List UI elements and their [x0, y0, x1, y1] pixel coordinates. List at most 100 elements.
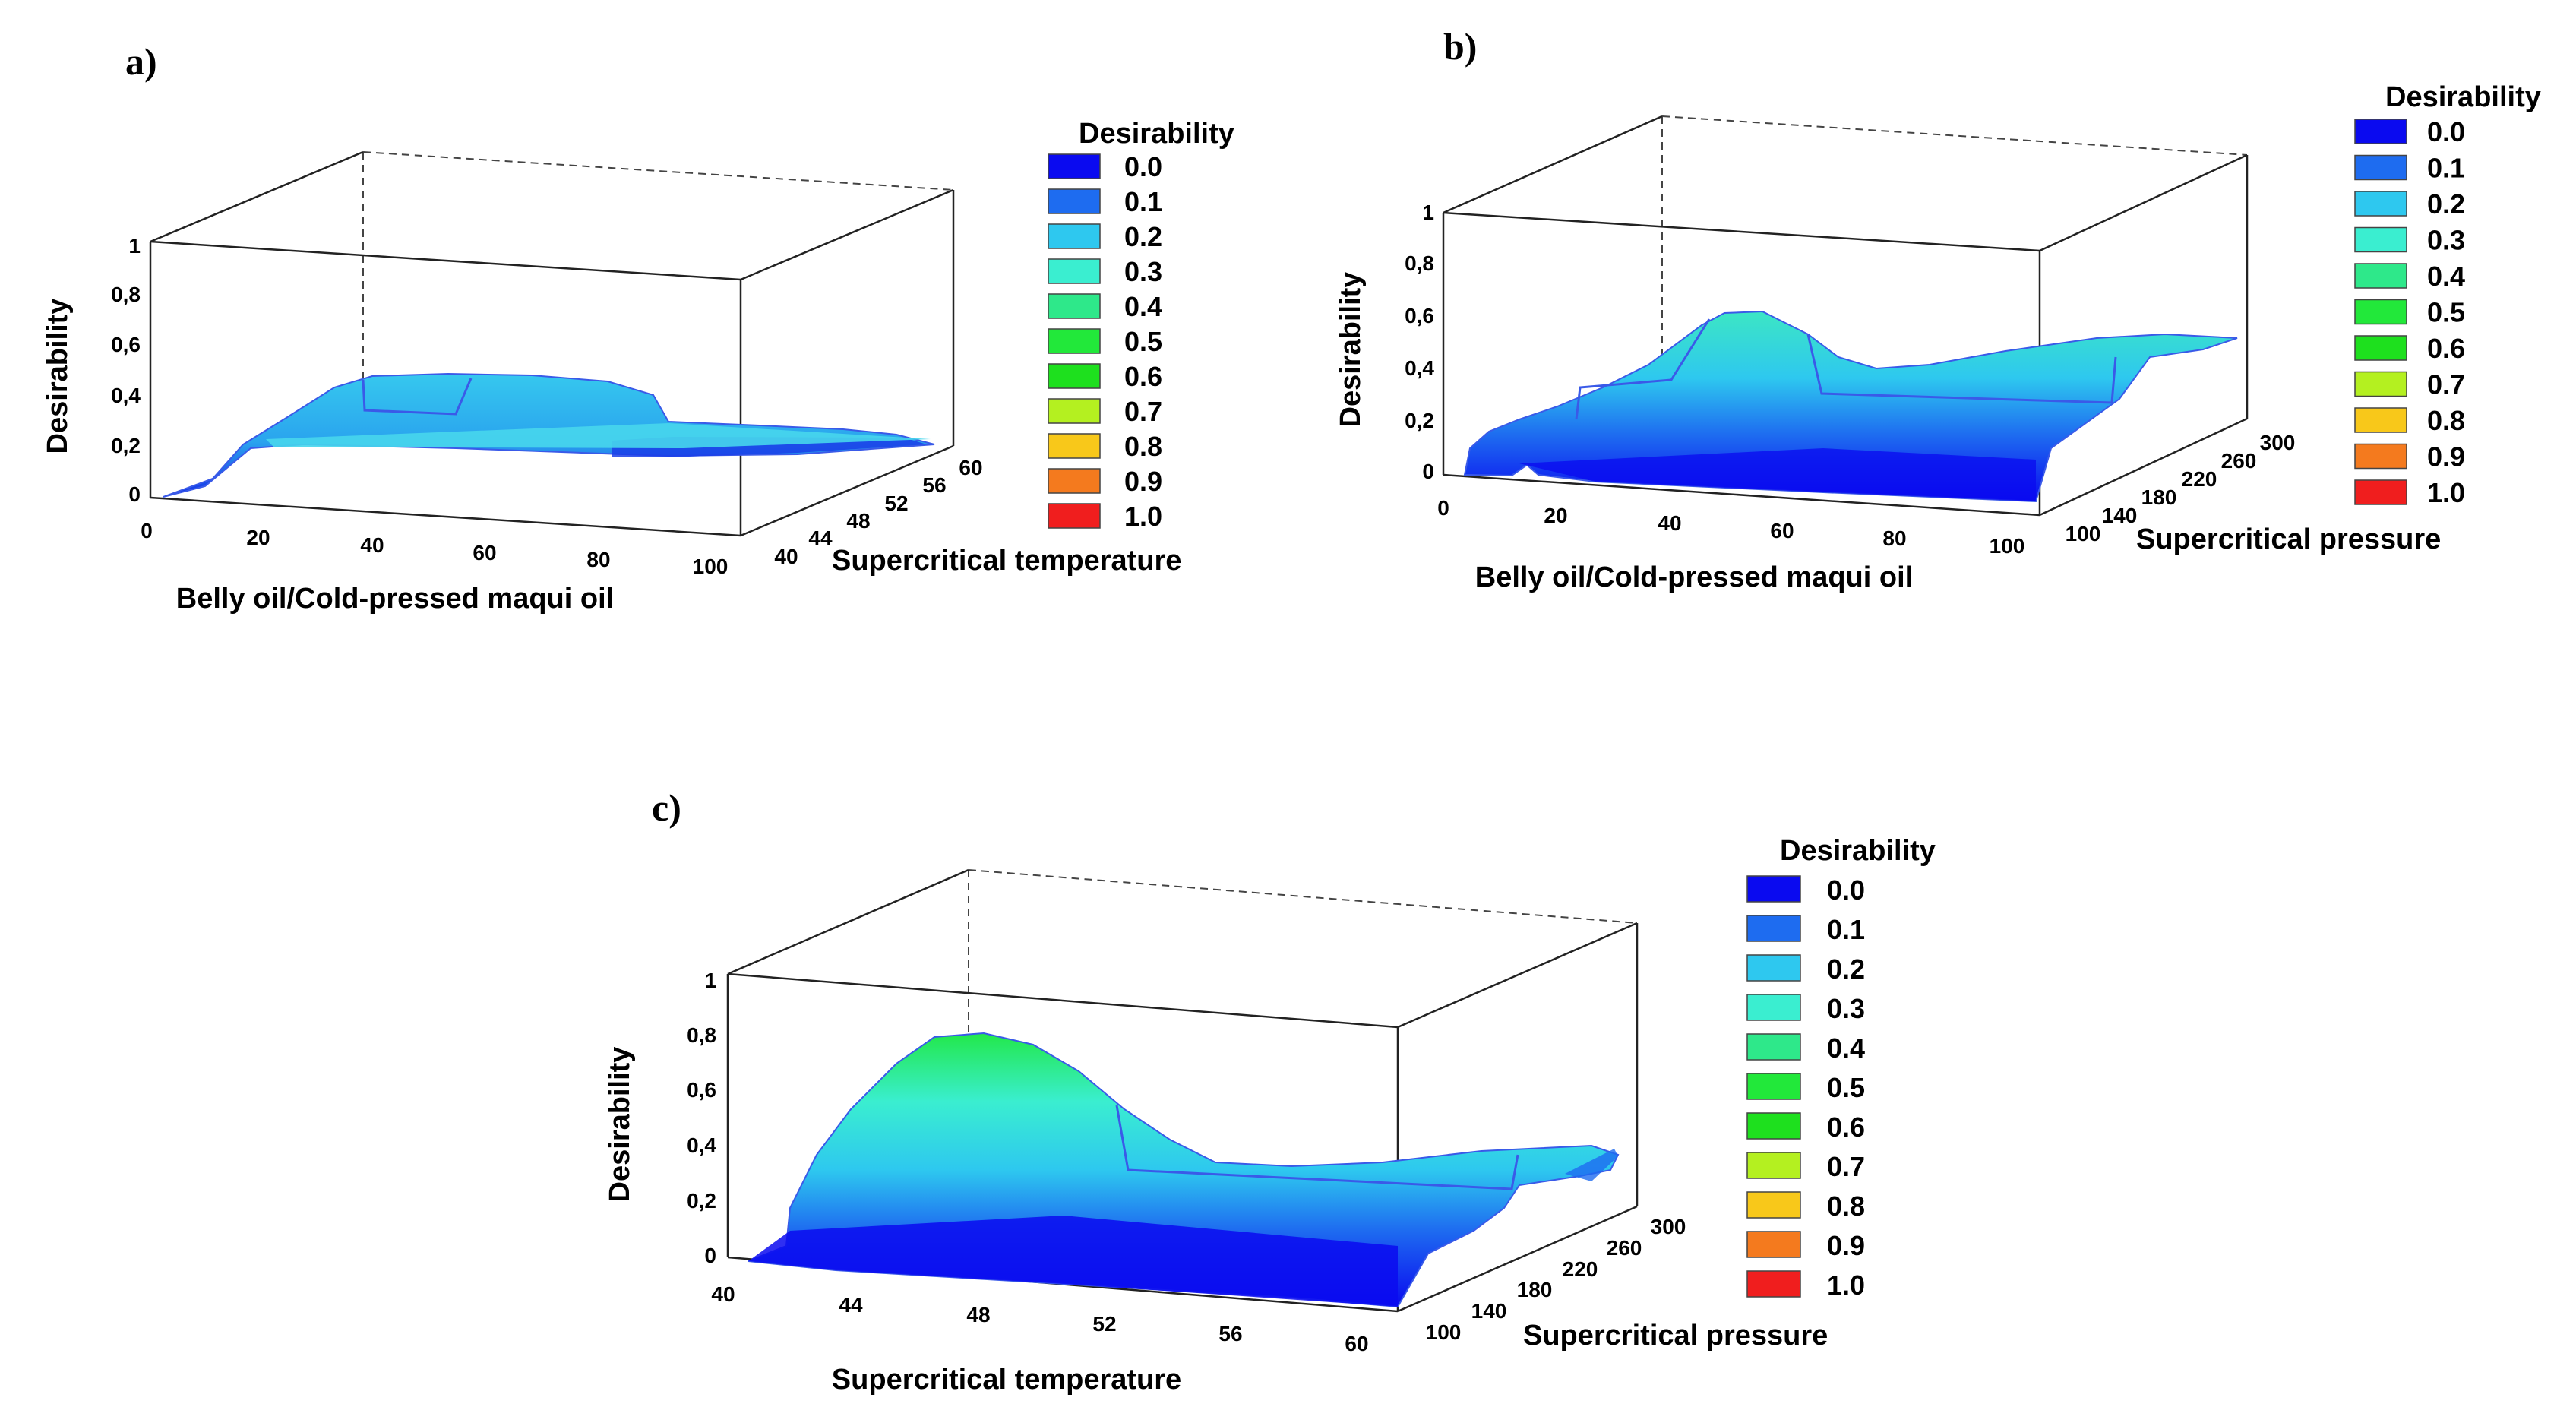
panel-a-z-axis-title: Desirability: [42, 299, 74, 454]
panel-a-y-tick: 60: [959, 456, 982, 479]
panel-c-x-tick: 56: [1218, 1322, 1242, 1345]
legend-swatch: [1746, 1191, 1801, 1219]
panel-b-x-tick: 60: [1770, 519, 1794, 542]
legend-label: 0.5: [1827, 1072, 1865, 1103]
panel-c-x-tick: 44: [839, 1293, 863, 1317]
panel-b-surface: [1463, 310, 2238, 503]
panel-b-y-tick: 100: [2066, 522, 2101, 545]
legend-label: 0.2: [1827, 953, 1865, 985]
panel-a-x-tick: 0: [141, 519, 153, 542]
legend-label: 0.1: [1124, 186, 1162, 217]
panel-b-z-ticks: 0 0,2 0,4 0,6 0,8 1: [1405, 201, 1434, 483]
panel-a-x-tick: 40: [360, 533, 384, 557]
legend-swatch: [1048, 468, 1101, 494]
panel-c-z-ticks: 0 0,2 0,4 0,6 0,8 1: [687, 969, 716, 1267]
legend-swatch: [2354, 371, 2407, 397]
legend-label: 0.0: [1124, 151, 1162, 182]
panel-b-x-tick: 0: [1437, 496, 1449, 520]
panel-c-z-tick: 0: [704, 1244, 716, 1267]
legend-label: 0.9: [2427, 441, 2465, 473]
panel-a-z-tick: 0,2: [111, 434, 141, 457]
panel-a-legend: Desirability 0.0 0.1 0.2 0.3 0.4 0.5 0.6 0.7 0.8…: [1048, 118, 1234, 532]
panel-b-x-tick: 80: [1882, 526, 1906, 550]
legend-label: 0.3: [1827, 993, 1865, 1024]
panel-a-legend-items: 0.0 0.1 0.2 0.3 0.4 0.5 0.6 0.7 0.8 0.9 1.0: [1048, 151, 1162, 532]
legend-swatch: [1746, 1033, 1801, 1061]
legend-swatch: [1746, 994, 1801, 1021]
legend-label: 0.7: [2427, 369, 2465, 400]
panel-b-y-tick: 140: [2102, 504, 2138, 527]
panel-b: b) 0 0,2 0,4 0,6 0,8 1: [1335, 25, 2541, 593]
legend-swatch: [1048, 363, 1101, 389]
panel-a-y-tick: 48: [846, 509, 870, 533]
panel-b-y-tick: 180: [2141, 485, 2177, 509]
legend-swatch: [1048, 258, 1101, 284]
panel-a-x-tick: 20: [246, 526, 270, 549]
panel-b-x-tick: 100: [1990, 534, 2025, 558]
legend-label: 0.8: [1124, 431, 1162, 462]
legend-label: 0.4: [2427, 261, 2465, 292]
panel-a-z-tick: 1: [128, 234, 141, 258]
legend-swatch: [1746, 1112, 1801, 1140]
legend-label: 0.7: [1827, 1151, 1865, 1182]
legend-swatch: [1048, 223, 1101, 249]
legend-label: 0.3: [2427, 225, 2465, 256]
panel-b-y-tick: 300: [2260, 431, 2296, 454]
panel-a: a) 0 0,2 0,4 0,6 0,8 1: [42, 40, 1234, 615]
panel-b-z-tick: 0,4: [1405, 356, 1434, 380]
legend-swatch: [1048, 293, 1101, 319]
legend-label: 0.8: [2427, 405, 2465, 436]
legend-label: 0.4: [1827, 1032, 1865, 1064]
panel-c-z-tick: 0,4: [687, 1134, 716, 1157]
panel-c-x-tick: 60: [1345, 1332, 1368, 1355]
panel-c-x-tick: 48: [966, 1303, 990, 1326]
panel-a-x-ticks: 0 20 40 60 80 100: [141, 519, 728, 578]
legend-label: 0.8: [1827, 1190, 1865, 1222]
panel-b-z-tick: 0,6: [1405, 304, 1434, 327]
legend-swatch: [2354, 443, 2407, 470]
panel-b-y-tick: 260: [2221, 449, 2257, 473]
panel-c-y-tick: 180: [1517, 1278, 1553, 1301]
panel-b-z-tick: 0,8: [1405, 251, 1434, 275]
legend-label: 1.0: [2427, 477, 2465, 508]
legend-swatch: [1746, 954, 1801, 982]
legend-label: 0.6: [1827, 1111, 1865, 1143]
panel-a-x-tick: 60: [473, 541, 496, 564]
legend-swatch: [1746, 1073, 1801, 1100]
panel-c-label: c): [652, 786, 681, 829]
legend-swatch: [2354, 335, 2407, 361]
legend-swatch: [2354, 263, 2407, 289]
legend-swatch: [2354, 191, 2407, 217]
panel-b-z-tick: 0: [1422, 460, 1434, 483]
panel-c-y-tick: 100: [1426, 1320, 1462, 1344]
legend-label: 0.5: [1124, 326, 1162, 357]
panel-b-z-tick: 0,2: [1405, 409, 1434, 432]
panel-a-y-tick: 44: [808, 526, 833, 550]
legend-swatch: [1048, 433, 1101, 459]
legend-swatch: [1746, 915, 1801, 942]
panel-b-x-ticks: 0 20 40 60 80 100: [1437, 496, 2024, 558]
panel-c-y-tick: 220: [1563, 1257, 1598, 1281]
panel-a-y-axis-title: Supercritical temperature: [832, 545, 1181, 577]
panel-a-y-tick: 40: [774, 545, 798, 568]
legend-label: 0.9: [1124, 466, 1162, 497]
panel-c-x-axis-title: Supercritical temperature: [832, 1364, 1181, 1396]
legend-swatch: [1048, 328, 1101, 354]
panel-c-z-tick: 0,2: [687, 1189, 716, 1213]
panel-a-surface: [163, 372, 935, 498]
legend-label: 0.7: [1124, 396, 1162, 427]
panel-a-z-ticks: 0 0,2 0,4 0,6 0,8 1: [111, 234, 141, 506]
panel-b-y-ticks: 100 140 180 220 260 300: [2066, 431, 2296, 545]
panel-b-label: b): [1443, 25, 1477, 68]
legend-label: 0.6: [2427, 333, 2465, 364]
panel-b-z-axis-title: Desirability: [1335, 272, 1367, 428]
panel-b-z-tick: 1: [1422, 201, 1434, 224]
panel-a-z-tick: 0: [128, 482, 141, 506]
legend-label: 0.2: [2427, 188, 2465, 220]
panel-b-legend-items: 0.0 0.1 0.2 0.3 0.4 0.5 0.6 0.7 0.8 0.9 1.0: [2354, 116, 2465, 508]
panel-b-y-tick: 220: [2182, 467, 2217, 491]
legend-label: 1.0: [1827, 1269, 1865, 1301]
panel-b-x-tick: 40: [1658, 511, 1681, 535]
legend-label: 0.5: [2427, 297, 2465, 328]
